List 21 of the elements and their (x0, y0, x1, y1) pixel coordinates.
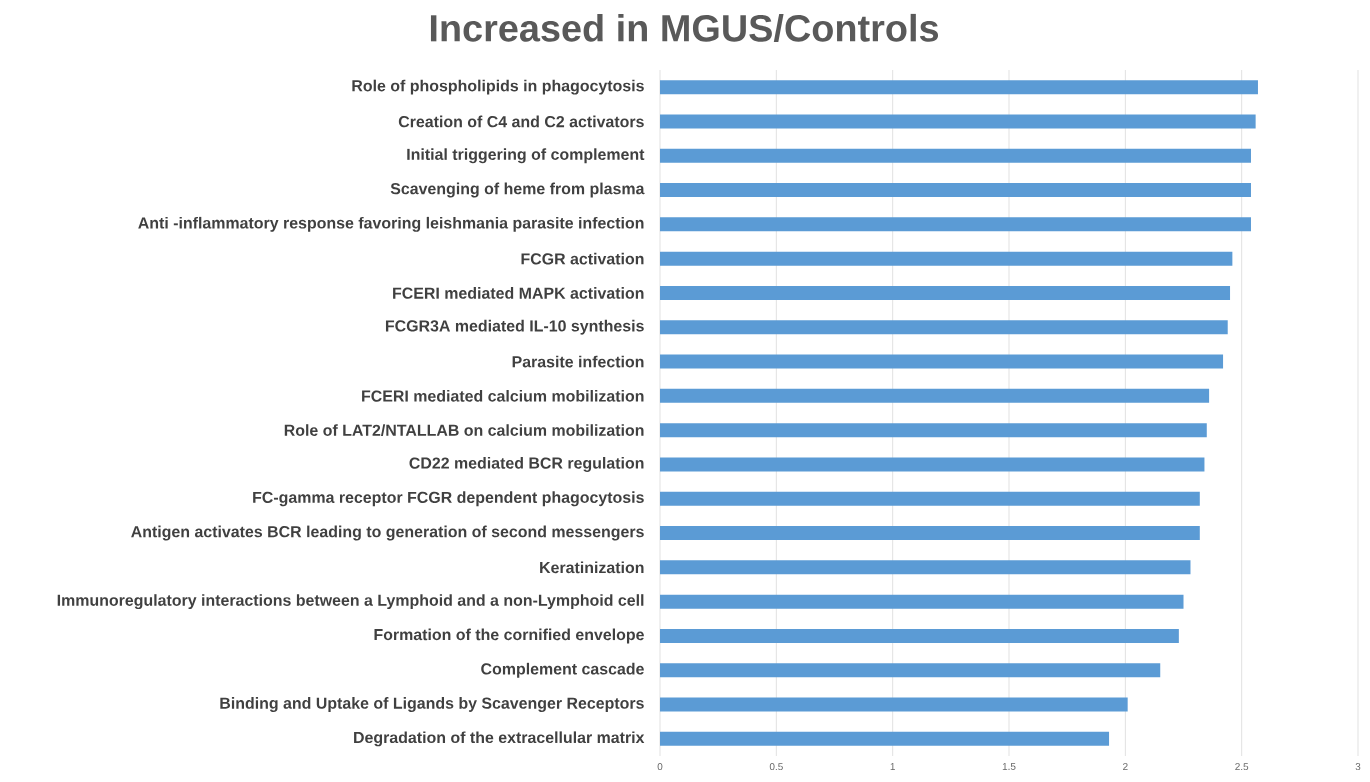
bar (660, 457, 1205, 472)
bar (660, 217, 1251, 232)
bar (660, 388, 1210, 403)
bar (660, 526, 1200, 541)
chart-title: Increased in MGUS/Controls (430, 13, 939, 43)
bar (660, 491, 1200, 506)
bar (660, 423, 1207, 438)
bar (660, 251, 1233, 266)
bar (660, 148, 1251, 163)
bar (660, 594, 1184, 609)
bar (660, 320, 1228, 335)
bar (660, 354, 1224, 369)
bar (660, 697, 1128, 712)
bar (660, 731, 1110, 746)
bar (660, 663, 1161, 678)
bar (660, 80, 1258, 95)
bar (660, 628, 1179, 643)
bar (660, 114, 1256, 129)
bar (660, 183, 1251, 198)
bar (660, 560, 1191, 575)
bar (660, 285, 1231, 300)
